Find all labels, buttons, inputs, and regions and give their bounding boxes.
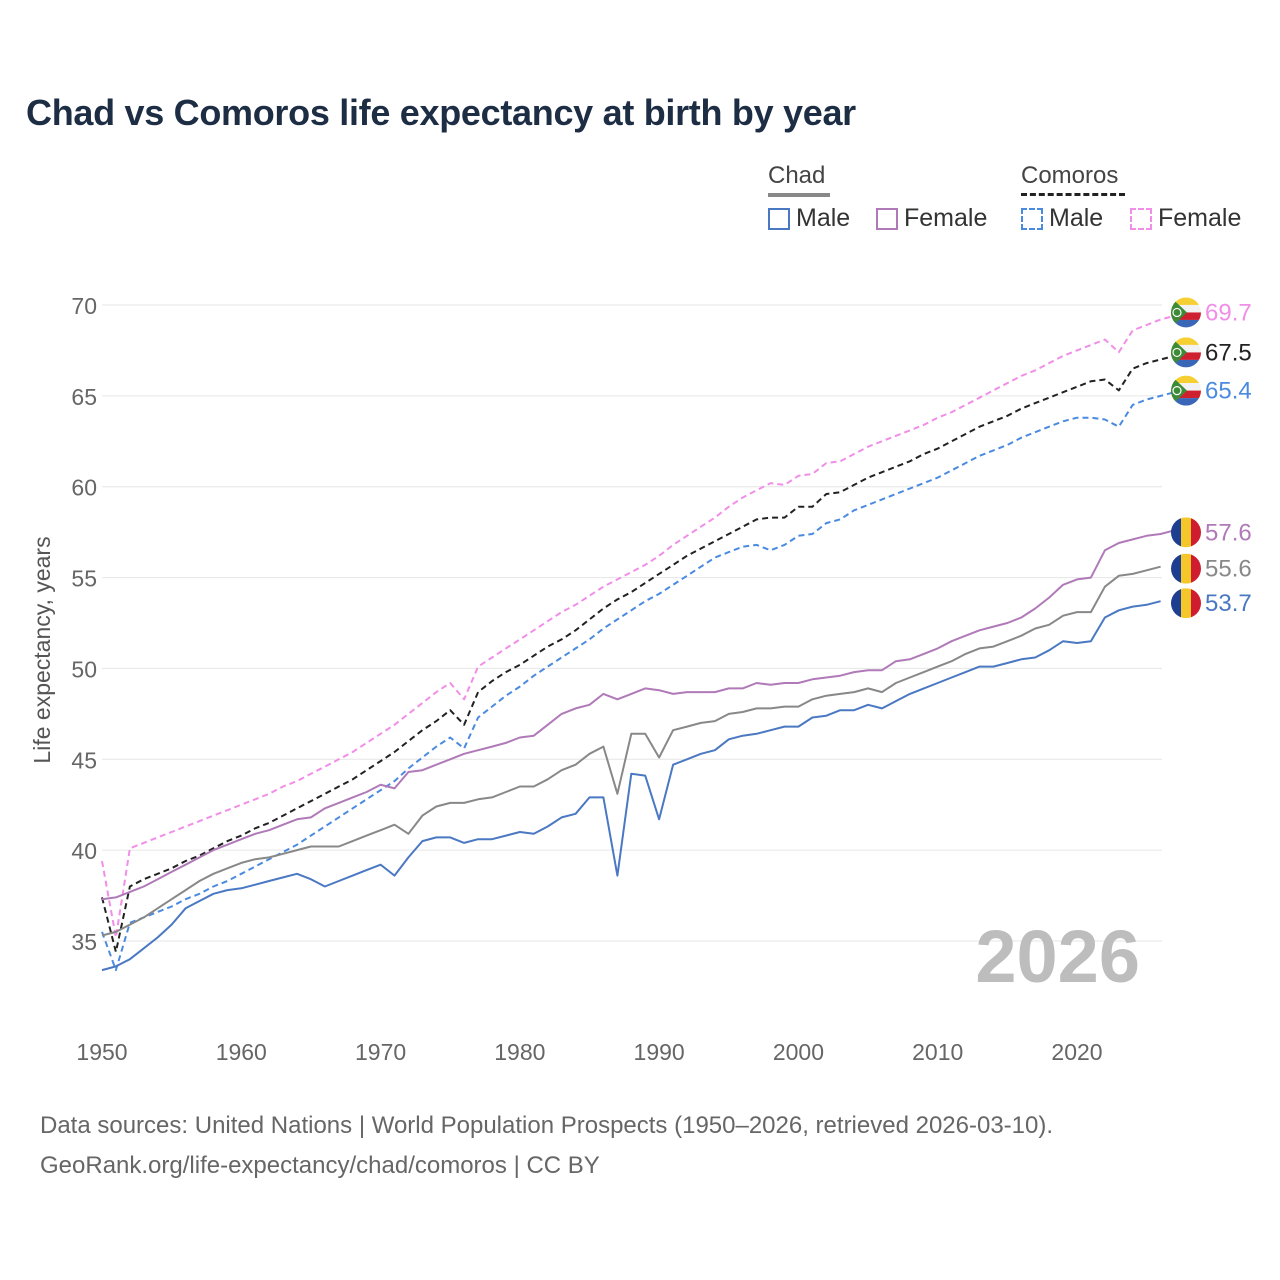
x-tick-label: 2000 bbox=[773, 1039, 824, 1065]
end-labels: 69.7 67.5 65.4 57.6 55.6 53.7 bbox=[1171, 297, 1252, 619]
y-tick-label: 70 bbox=[71, 293, 97, 319]
end-value-label: 53.7 bbox=[1205, 590, 1252, 617]
legend-label: Male bbox=[1049, 204, 1104, 232]
y-tick-label: 60 bbox=[71, 475, 97, 501]
y-tick-label: 55 bbox=[71, 566, 97, 592]
legend-swatch bbox=[1130, 207, 1152, 230]
y-tick-label: 40 bbox=[71, 838, 97, 864]
legend-group-chad: Chad bbox=[768, 162, 830, 197]
x-tick-label: 2020 bbox=[1051, 1039, 1102, 1065]
x-axis-ticks: 1950 1960 1970 1980 1990 2000 2010 2020 bbox=[76, 1039, 1102, 1065]
chad-flag-icon bbox=[1171, 588, 1201, 619]
legend-group-line bbox=[768, 193, 830, 197]
line-chart: 35 40 45 50 55 60 65 70 1950 1960 1970 1980 1990 200… bbox=[29, 293, 1252, 1065]
legend-label: Female bbox=[904, 204, 988, 232]
chad-flag-icon bbox=[1171, 553, 1201, 584]
x-tick-label: 2010 bbox=[912, 1039, 963, 1065]
y-tick-label: 50 bbox=[71, 656, 97, 682]
legend-group-label: Chad bbox=[768, 162, 826, 189]
legend-group-line bbox=[1021, 193, 1125, 196]
legend-swatch bbox=[768, 207, 790, 230]
chad-flag-icon bbox=[1171, 517, 1201, 548]
comoros-flag-icon bbox=[1171, 337, 1201, 368]
end-value-label: 55.6 bbox=[1205, 556, 1252, 583]
y-axis-ticks: 35 40 45 50 55 60 65 70 bbox=[71, 293, 97, 955]
x-tick-label: 1970 bbox=[355, 1039, 406, 1065]
chart-title: Chad vs Comoros life expectancy at birth… bbox=[26, 92, 856, 133]
legend-label: Male bbox=[796, 204, 851, 232]
end-value-label: 57.6 bbox=[1205, 519, 1252, 546]
y-tick-label: 45 bbox=[71, 747, 97, 773]
end-value-label: 65.4 bbox=[1205, 378, 1252, 405]
series-line-comoros-total bbox=[101, 349, 1189, 953]
legend-item-comoros-male[interactable]: Male bbox=[1021, 204, 1103, 233]
series-line-chad-female bbox=[101, 529, 1175, 901]
x-tick-label: 1960 bbox=[216, 1039, 267, 1065]
year-watermark: 2026 bbox=[975, 915, 1140, 998]
source-link[interactable]: GeoRank.org/life-expectancy/chad/comoros… bbox=[40, 1152, 600, 1179]
legend-swatch bbox=[1021, 207, 1043, 230]
y-tick-label: 65 bbox=[71, 384, 97, 410]
footer: Data sources: United Nations | World Pop… bbox=[40, 1106, 1053, 1186]
y-tick-label: 35 bbox=[71, 929, 97, 955]
legend-item-comoros-female[interactable]: Female bbox=[1130, 204, 1241, 233]
y-axis-label: Life expectancy, years bbox=[29, 536, 55, 763]
data-source: Data sources: United Nations | World Pop… bbox=[40, 1112, 1054, 1139]
legend-label: Female bbox=[1158, 204, 1242, 232]
legend-group-label: Comoros bbox=[1021, 162, 1119, 189]
gridlines bbox=[102, 304, 1162, 942]
x-tick-label: 1950 bbox=[76, 1039, 127, 1065]
end-value-label: 67.5 bbox=[1205, 339, 1252, 366]
legend-group-comoros: Comoros bbox=[1021, 162, 1125, 196]
legend-item-chad-male[interactable]: Male bbox=[768, 204, 850, 233]
legend-swatch bbox=[876, 207, 898, 230]
x-tick-label: 1980 bbox=[494, 1039, 545, 1065]
comoros-flag-icon bbox=[1171, 297, 1201, 328]
end-value-label: 69.7 bbox=[1205, 299, 1252, 326]
series-line-chad-total bbox=[101, 565, 1161, 937]
series-line-chad-male bbox=[101, 600, 1161, 972]
series-lines bbox=[101, 309, 1189, 972]
comoros-flag-icon bbox=[1171, 375, 1201, 406]
x-tick-label: 1990 bbox=[634, 1039, 685, 1065]
series-line-comoros-female bbox=[101, 309, 1189, 939]
legend-item-chad-female[interactable]: Female bbox=[876, 204, 987, 233]
